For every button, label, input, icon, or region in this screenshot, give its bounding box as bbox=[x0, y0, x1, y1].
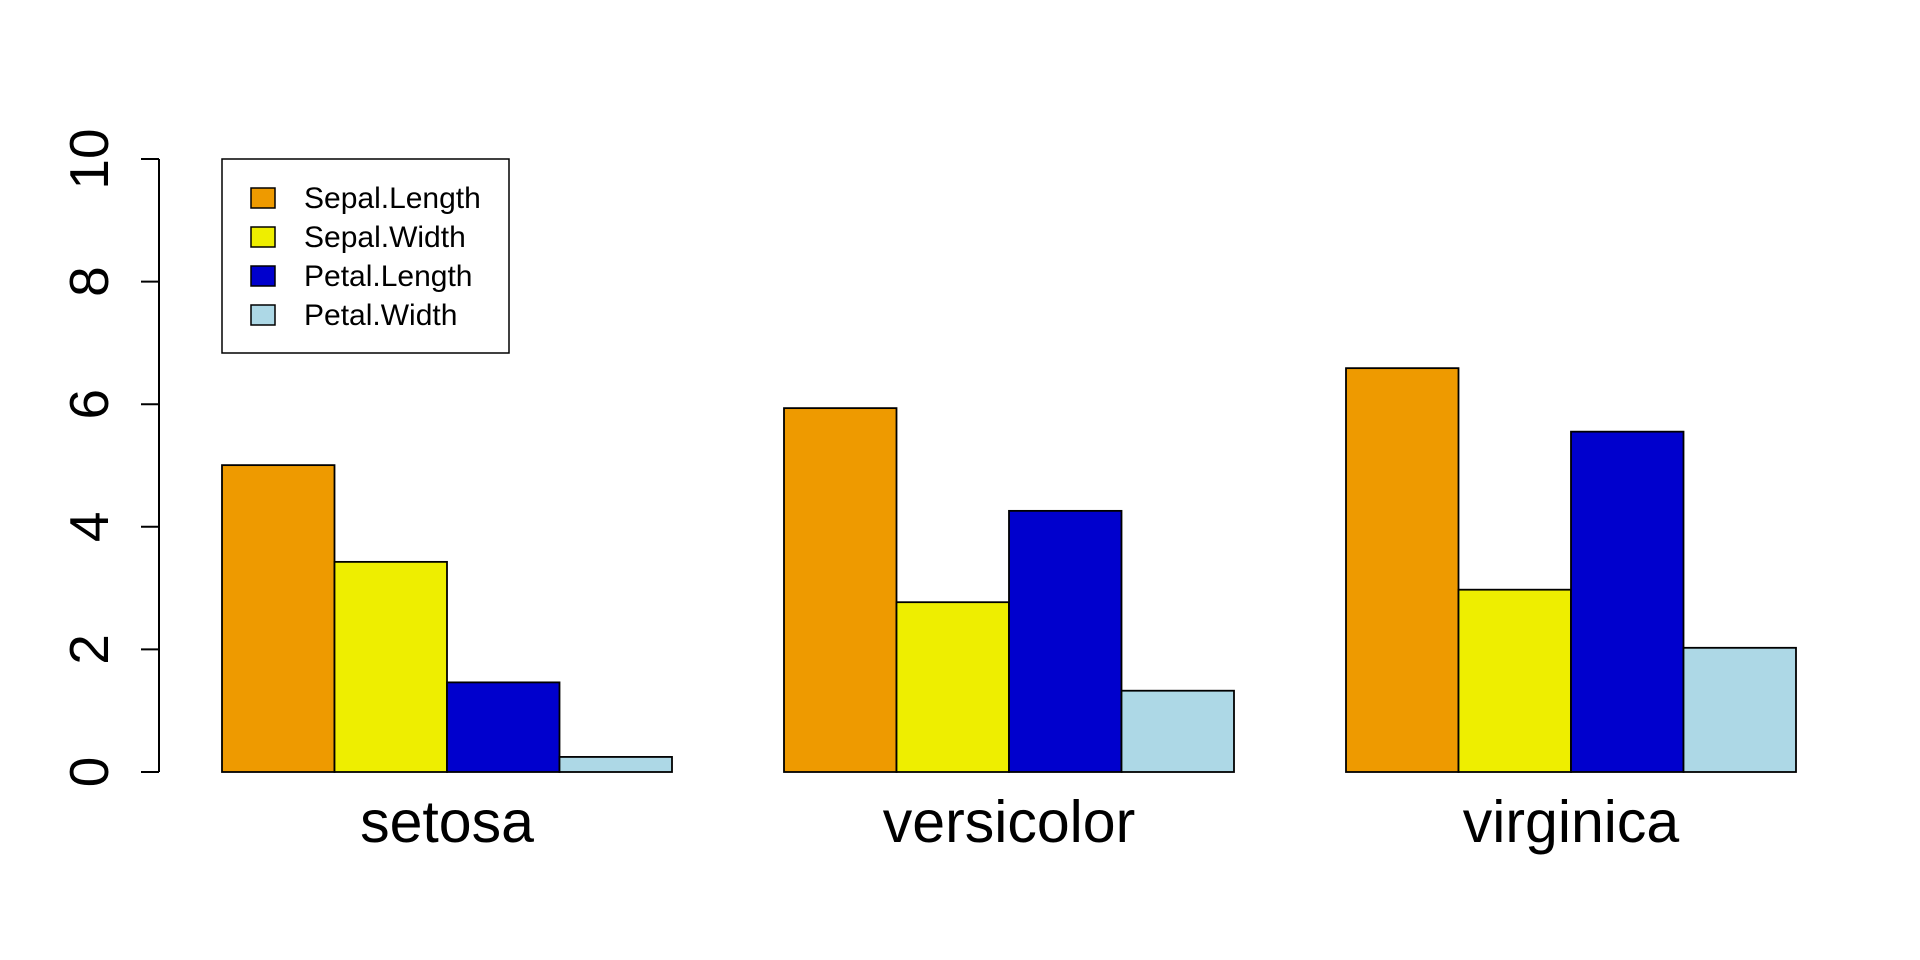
legend-label: Petal.Length bbox=[304, 260, 472, 293]
bar-virginica-petal-width bbox=[1682, 646, 1797, 773]
y-tick-label: 0 bbox=[58, 757, 120, 788]
legend: Sepal.Length Sepal.Width Petal.Length Petal… bbox=[221, 158, 510, 354]
bar-versicolor-petal-length bbox=[1008, 509, 1123, 773]
category-label: virginica bbox=[1463, 789, 1680, 855]
category-labels: setosa versicolor virginica bbox=[360, 789, 1679, 855]
bar-setosa-petal-width bbox=[558, 756, 673, 773]
bar-versicolor-sepal-length bbox=[783, 407, 898, 773]
bar-setosa-sepal-length bbox=[221, 464, 336, 773]
legend-label: Sepal.Width bbox=[304, 221, 466, 254]
y-tick-label: 2 bbox=[58, 634, 120, 665]
bar-virginica-petal-length bbox=[1570, 430, 1685, 773]
bar-versicolor-petal-width bbox=[1120, 689, 1235, 773]
legend-label: Petal.Width bbox=[304, 299, 457, 332]
y-tick-label: 6 bbox=[58, 389, 120, 420]
legend-swatch bbox=[250, 265, 276, 287]
bar-setosa-sepal-width bbox=[333, 560, 448, 773]
bar-versicolor-sepal-width bbox=[895, 601, 1010, 773]
legend-label: Sepal.Length bbox=[304, 182, 481, 215]
category-label: versicolor bbox=[883, 789, 1135, 855]
bar-virginica-sepal-length bbox=[1345, 367, 1460, 773]
legend-swatch bbox=[250, 226, 276, 248]
y-axis: 0 2 4 6 8 10 bbox=[58, 128, 160, 788]
y-tick-label: 4 bbox=[58, 512, 120, 543]
bars bbox=[221, 367, 1797, 773]
legend-swatch bbox=[250, 187, 276, 209]
category-label: setosa bbox=[360, 789, 534, 855]
y-tick-label: 10 bbox=[58, 128, 120, 189]
legend-swatch bbox=[250, 304, 276, 326]
y-tick-label: 8 bbox=[58, 266, 120, 297]
bar-setosa-petal-length bbox=[446, 681, 561, 773]
bar-virginica-sepal-width bbox=[1457, 588, 1572, 773]
